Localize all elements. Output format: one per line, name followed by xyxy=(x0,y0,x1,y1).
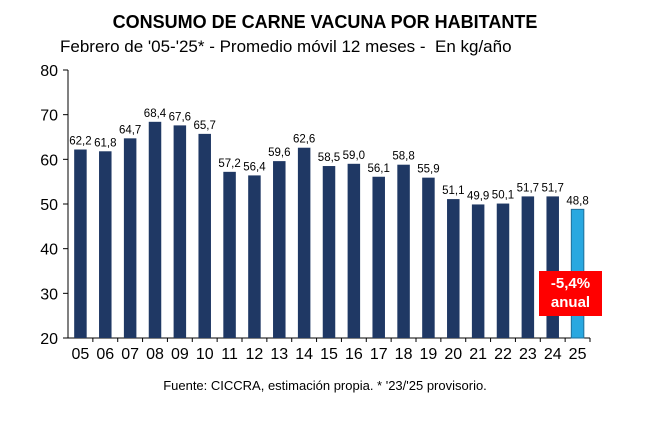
value-label: 59,6 xyxy=(268,147,290,159)
y-tick-label: 40 xyxy=(40,242,58,259)
bar xyxy=(99,151,112,338)
x-tick-label: 12 xyxy=(246,346,264,363)
x-tick-label: 20 xyxy=(444,346,462,363)
x-tick-label: 11 xyxy=(221,346,238,363)
value-label: 51,1 xyxy=(442,185,464,197)
x-tick-label: 16 xyxy=(345,346,363,363)
x-tick-label: 07 xyxy=(121,346,139,363)
bar xyxy=(397,164,410,338)
value-label: 62,6 xyxy=(293,134,315,146)
value-label: 58,5 xyxy=(318,152,340,164)
y-tick-label: 70 xyxy=(40,108,58,125)
x-tick-label: 19 xyxy=(420,346,438,363)
value-label: 56,4 xyxy=(243,161,266,173)
value-label: 68,4 xyxy=(144,108,167,120)
bar xyxy=(198,133,211,338)
value-label: 57,2 xyxy=(218,158,240,170)
value-label: 65,7 xyxy=(194,120,216,132)
x-tick-label: 22 xyxy=(494,346,512,363)
bar xyxy=(496,203,510,338)
y-tick-label: 50 xyxy=(40,197,58,214)
chart-title: CONSUMO DE CARNE VACUNA POR HABITANTE xyxy=(112,12,538,32)
x-tick-label: 13 xyxy=(270,346,288,363)
source-note: Fuente: CICCRA, estimación propia. * '23… xyxy=(163,378,487,393)
value-label: 67,6 xyxy=(169,111,191,123)
bar xyxy=(248,175,261,338)
value-label: 48,8 xyxy=(566,195,588,207)
value-label: 50,1 xyxy=(492,190,514,202)
value-label: 49,9 xyxy=(467,190,489,202)
y-tick-label: 80 xyxy=(40,63,58,80)
bar xyxy=(521,196,535,338)
value-label: 64,7 xyxy=(119,124,141,136)
value-label: 55,9 xyxy=(417,164,439,176)
bar xyxy=(123,138,137,338)
x-tick-label: 14 xyxy=(295,346,313,363)
x-tick-label: 09 xyxy=(171,346,189,363)
x-tick-label: 05 xyxy=(72,346,90,363)
annual-change-value: -5,4% xyxy=(550,275,591,292)
x-tick-label: 21 xyxy=(469,346,487,363)
x-tick-label: 10 xyxy=(196,346,214,363)
bar xyxy=(322,166,336,338)
value-label: 61,8 xyxy=(94,137,116,149)
bar xyxy=(223,171,236,338)
y-tick-label: 60 xyxy=(40,152,58,169)
bar xyxy=(297,147,311,338)
value-label: 59,0 xyxy=(343,150,365,162)
bar xyxy=(74,149,87,338)
bar xyxy=(148,121,162,339)
value-label: 56,1 xyxy=(368,163,390,175)
value-label: 62,2 xyxy=(69,136,91,148)
value-label: 58,8 xyxy=(392,151,414,163)
x-tick-label: 25 xyxy=(569,346,587,363)
bar xyxy=(347,163,361,338)
x-tick-label: 15 xyxy=(320,346,338,363)
bar xyxy=(471,204,485,338)
bar xyxy=(546,196,559,338)
x-tick-label: 06 xyxy=(96,346,114,363)
bar xyxy=(422,177,435,338)
x-tick-label: 24 xyxy=(544,346,562,363)
value-label: 51,7 xyxy=(517,182,539,194)
bar xyxy=(273,161,286,338)
x-tick-label: 18 xyxy=(395,346,413,363)
value-label: 51,7 xyxy=(542,182,564,194)
x-tick-label: 08 xyxy=(146,346,164,363)
bar xyxy=(447,199,460,338)
chart-subtitle: Febrero de '05-'25* - Promedio móvil 12 … xyxy=(60,37,512,56)
y-tick-label: 30 xyxy=(40,286,58,303)
annual-change-label: anual xyxy=(550,294,591,311)
bar xyxy=(372,176,385,338)
y-tick-label: 20 xyxy=(40,331,58,348)
bar xyxy=(173,125,187,339)
x-tick-label: 23 xyxy=(519,346,537,363)
annual-change-badge: -5,4% anual xyxy=(539,271,602,316)
x-tick-label: 17 xyxy=(370,346,388,363)
